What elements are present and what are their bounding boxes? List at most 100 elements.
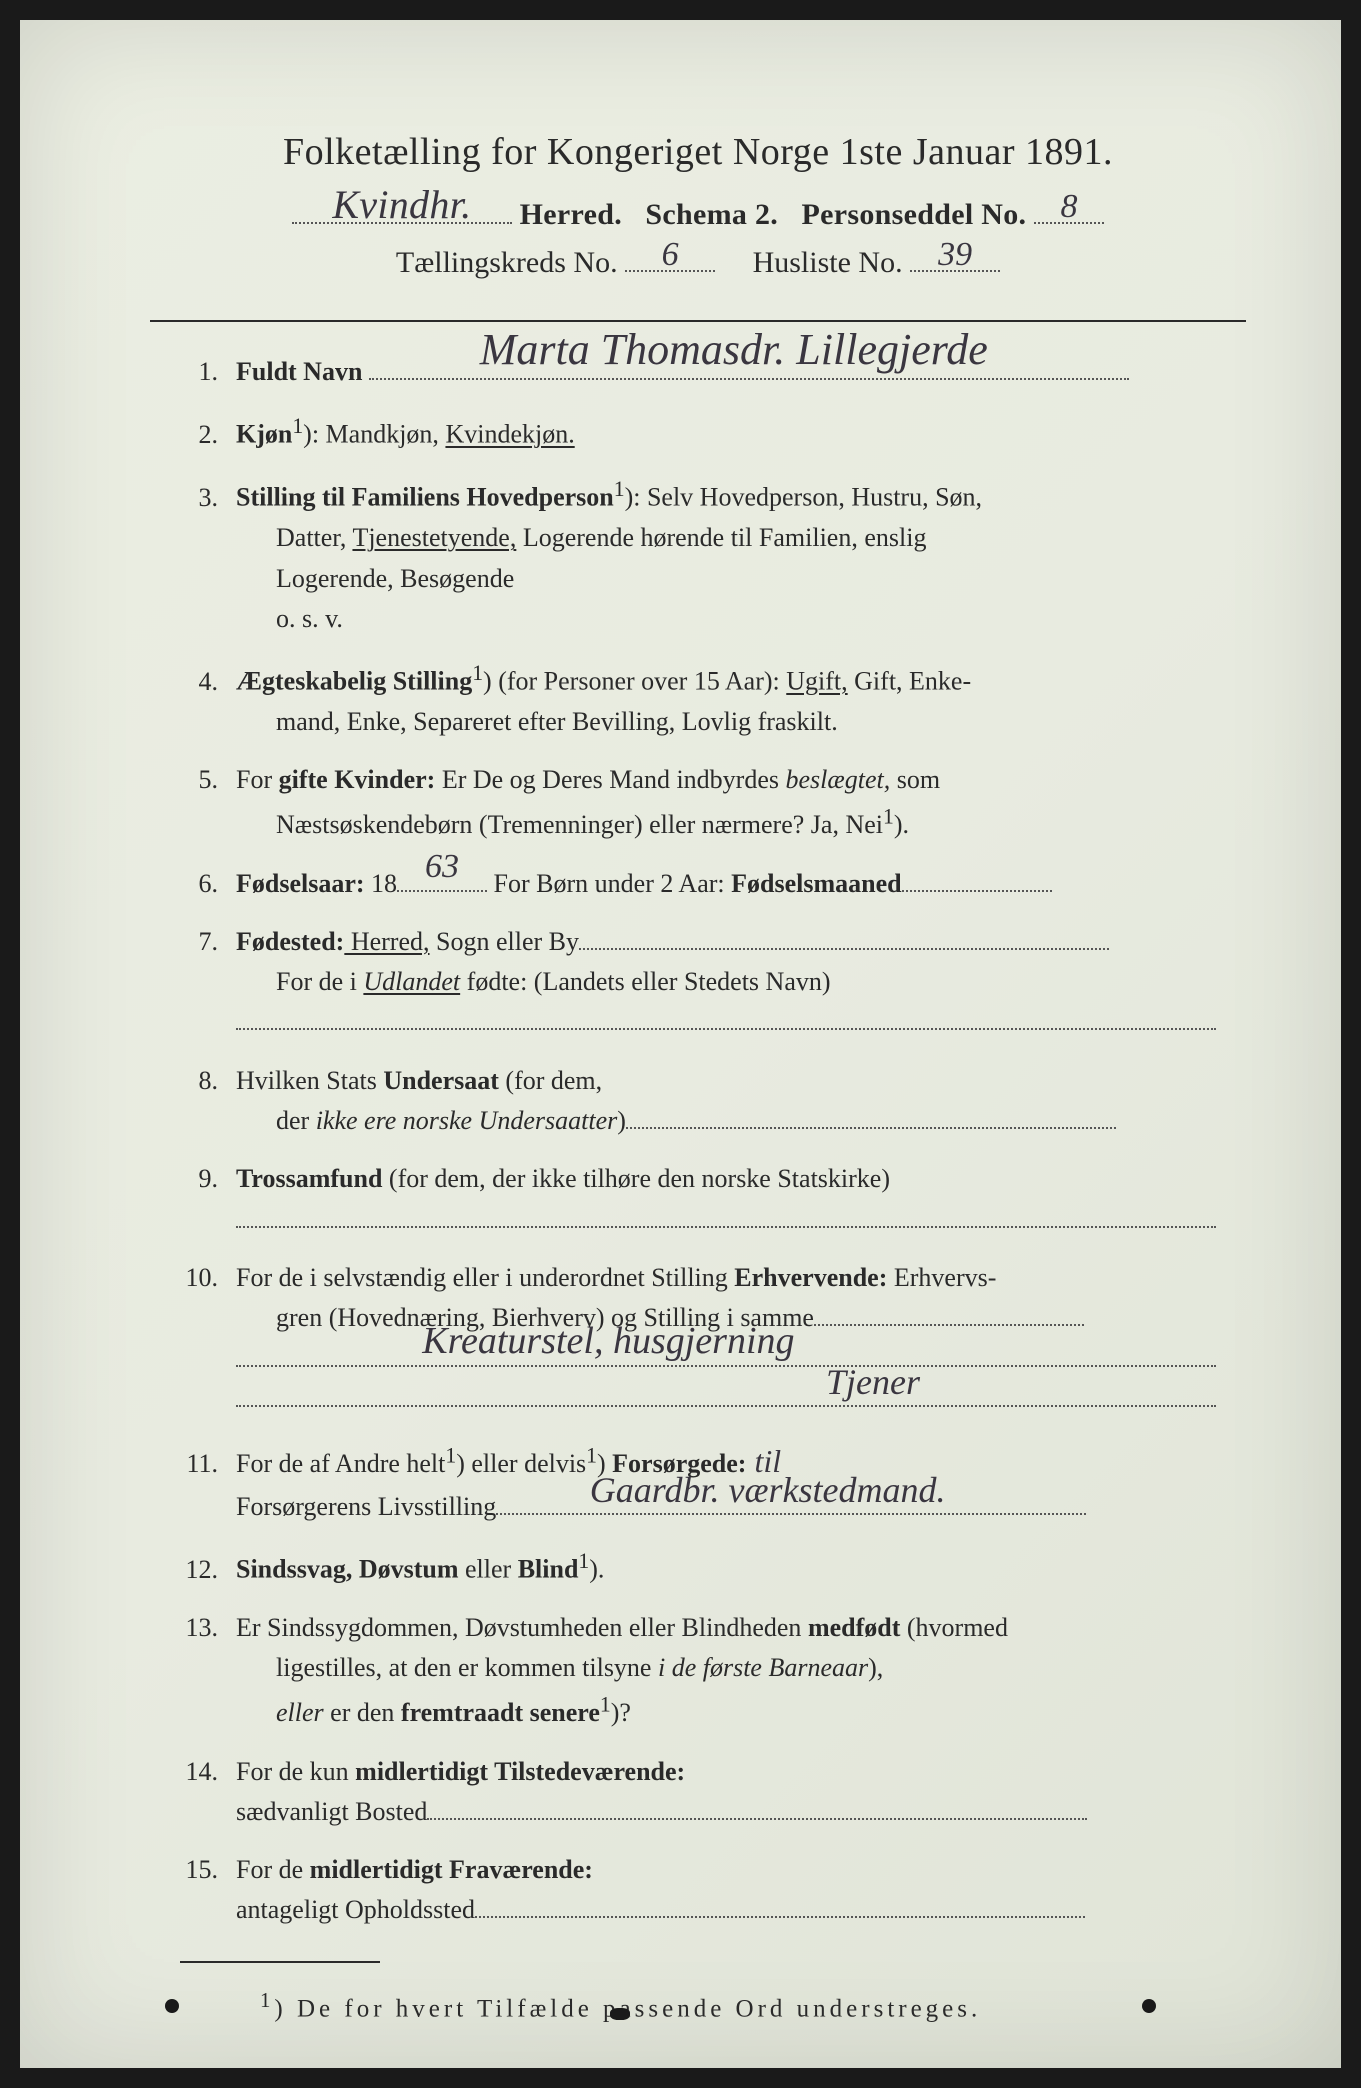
q2-label: Kjøn bbox=[236, 420, 292, 449]
q7-line2: For de i Udlandet fødte: (Landets eller … bbox=[236, 967, 831, 996]
q4-tail: ) (for Personer over 15 Aar): bbox=[483, 667, 786, 696]
q9-field bbox=[236, 1226, 1216, 1228]
item-9: 9. Trossamfund (for dem, der ikke tilhør… bbox=[180, 1159, 1216, 1240]
personseddel-field: 8 bbox=[1034, 222, 1104, 224]
q5-c: Er De og Deres Mand indbyrdes bbox=[435, 765, 785, 794]
herred-value: Kvindhr. bbox=[332, 181, 471, 228]
item-num: 10. bbox=[180, 1258, 236, 1298]
item-15: 15. For de midlertidigt Fraværende: anta… bbox=[180, 1850, 1216, 1931]
item-num: 8. bbox=[180, 1061, 236, 1101]
item-content: Er Sindssygdommen, Døvstumheden eller Bl… bbox=[236, 1608, 1216, 1734]
q6-year-field: 63 bbox=[397, 890, 487, 892]
q7-selected: Herred, bbox=[344, 927, 429, 956]
husliste-field: 39 bbox=[910, 270, 1000, 272]
page-title: Folketælling for Kongeriget Norge 1ste J… bbox=[150, 130, 1246, 174]
q10-c: Erhvervs- bbox=[887, 1263, 996, 1292]
q11-value2: Gaardbr. værkstedmand. bbox=[590, 1463, 946, 1519]
q6-b: Fødselsmaaned bbox=[731, 869, 901, 898]
q7-label: Fødested: bbox=[236, 927, 344, 956]
q7-rest: Sogn eller By bbox=[430, 927, 580, 956]
q15-a: For de bbox=[236, 1855, 310, 1884]
item-13: 13. Er Sindssygdommen, Døvstumheden elle… bbox=[180, 1608, 1216, 1734]
footnote-sup: 1 bbox=[260, 1988, 274, 2012]
header-line-2: Tællingskreds No. 6 Husliste No. 39 bbox=[150, 246, 1246, 280]
q9-a: Trossamfund bbox=[236, 1164, 382, 1193]
q4-label: Ægteskabelig Stilling bbox=[236, 667, 472, 696]
item-10: 10. For de i selvstændig eller i underor… bbox=[180, 1258, 1216, 1419]
q3-line2b: Logerende hørende til Familien, enslig bbox=[516, 523, 926, 552]
item-num: 3. bbox=[180, 478, 236, 518]
q3-line2a: Datter, bbox=[276, 523, 352, 552]
q13-a: Er Sindssygdommen, Døvstumheden eller Bl… bbox=[236, 1613, 808, 1642]
item-num: 4. bbox=[180, 662, 236, 702]
item-6: 6. Fødselsaar: 1863 For Børn under 2 Aar… bbox=[180, 864, 1216, 904]
q6-prefix: 18 bbox=[365, 869, 398, 898]
herred-label: Herred. bbox=[520, 198, 622, 231]
item-content: Sindssvag, Døvstum eller Blind1). bbox=[236, 1545, 1216, 1590]
q3-line2: Datter, Tjenestetyende, Logerende hørend… bbox=[236, 523, 926, 552]
q4-line2: mand, Enke, Separeret efter Bevilling, L… bbox=[236, 707, 838, 736]
q1-value: Marta Thomasdr. Lillegjerde bbox=[480, 316, 988, 384]
item-14: 14. For de kun midlertidigt Tilstedevære… bbox=[180, 1752, 1216, 1833]
item-content: Hvilken Stats Undersaat (for dem, der ik… bbox=[236, 1061, 1216, 1142]
q12-c: Blind bbox=[518, 1555, 579, 1584]
punch-hole-icon bbox=[165, 1999, 179, 2013]
item-num: 7. bbox=[180, 922, 236, 962]
q11-b: ) eller delvis bbox=[456, 1449, 586, 1478]
personseddel-label: Personseddel No. bbox=[802, 198, 1027, 231]
q6-mid: For Børn under 2 Aar: bbox=[487, 869, 731, 898]
item-content: For gifte Kvinder: Er De og Deres Mand i… bbox=[236, 760, 1216, 845]
item-2: 2. Kjøn1): Mandkjøn, Kvindekjøn. bbox=[180, 410, 1216, 455]
q14-field bbox=[427, 1818, 1087, 1820]
q10-b: Erhvervende: bbox=[734, 1263, 887, 1292]
form-body: 1. Fuldt Navn Marta Thomasdr. Lillegjerd… bbox=[150, 352, 1246, 2023]
item-7: 7. Fødested: Herred, Sogn eller By For d… bbox=[180, 922, 1216, 1043]
item-content: Fødested: Herred, Sogn eller By For de i… bbox=[236, 922, 1216, 1043]
item-content: Stilling til Familiens Hovedperson1): Se… bbox=[236, 473, 1216, 639]
q10-value2: Tjener bbox=[826, 1355, 920, 1411]
q5-b: gifte Kvinder: bbox=[279, 765, 436, 794]
q6-month-field bbox=[902, 890, 1052, 892]
item-content: For de kun midlertidigt Tilstedeværende:… bbox=[236, 1752, 1216, 1833]
q10-field2: Tjener bbox=[236, 1405, 1216, 1407]
q3-label: Stilling til Familiens Hovedperson bbox=[236, 483, 614, 512]
punch-hole-icon bbox=[1142, 1999, 1156, 2013]
q3-line4: o. s. v. bbox=[236, 604, 343, 633]
q3-tail: ): Selv Hovedperson, Hustru, Søn, bbox=[625, 483, 982, 512]
q1-field: Marta Thomasdr. Lillegjerde bbox=[369, 378, 1129, 380]
item-num: 6. bbox=[180, 864, 236, 904]
q6-year: 63 bbox=[425, 841, 459, 894]
q12-a: Sindssvag, Døvstum bbox=[236, 1555, 459, 1584]
item-content: Fødselsaar: 1863 For Børn under 2 Aar: F… bbox=[236, 864, 1216, 904]
sup: 1 bbox=[472, 661, 483, 685]
q5-a: For bbox=[236, 765, 279, 794]
item-num: 9. bbox=[180, 1159, 236, 1199]
item-5: 5. For gifte Kvinder: Er De og Deres Man… bbox=[180, 760, 1216, 845]
herred-field: Kvindhr. bbox=[292, 222, 512, 224]
q13-line2: ligestilles, at den er kommen tilsyne i … bbox=[236, 1653, 883, 1682]
item-11: 11. For de af Andre helt1) eller delvis1… bbox=[180, 1437, 1216, 1527]
footnote: 1) De for hvert Tilfælde passende Ord un… bbox=[180, 1988, 1216, 2023]
q3-selected: Tjenestetyende, bbox=[352, 523, 516, 552]
item-num: 5. bbox=[180, 760, 236, 800]
q4-selected: Ugift, bbox=[786, 667, 847, 696]
q10-field0 bbox=[814, 1324, 1084, 1326]
item-num: 11. bbox=[180, 1444, 236, 1484]
divider-bottom bbox=[180, 1961, 380, 1963]
q13-line3: eller er den fremtraadt senere1)? bbox=[236, 1698, 631, 1727]
q15-line2: antageligt Opholdssted bbox=[236, 1895, 475, 1924]
item-4: 4. Ægteskabelig Stilling1) (for Personer… bbox=[180, 657, 1216, 742]
item-content: For de midlertidigt Fraværende: antageli… bbox=[236, 1850, 1216, 1931]
q7-field2 bbox=[236, 1028, 1216, 1030]
q14-b: midlertidigt Tilstedeværende: bbox=[355, 1757, 685, 1786]
q10-a: For de i selvstændig eller i underordnet… bbox=[236, 1263, 734, 1292]
item-content: Ægteskabelig Stilling1) (for Personer ov… bbox=[236, 657, 1216, 742]
q14-a: For de kun bbox=[236, 1757, 355, 1786]
q8-line2: der ikke ere norske Undersaatter) bbox=[236, 1106, 626, 1135]
personseddel-value: 8 bbox=[1060, 188, 1077, 226]
kreds-label: Tællingskreds No. bbox=[396, 246, 618, 279]
q5-line2: Næstsøskendebørn (Tremenninger) eller næ… bbox=[236, 810, 909, 839]
q4-rest: Gift, Enke- bbox=[848, 667, 971, 696]
q7-field bbox=[579, 948, 1109, 950]
item-num: 13. bbox=[180, 1608, 236, 1648]
